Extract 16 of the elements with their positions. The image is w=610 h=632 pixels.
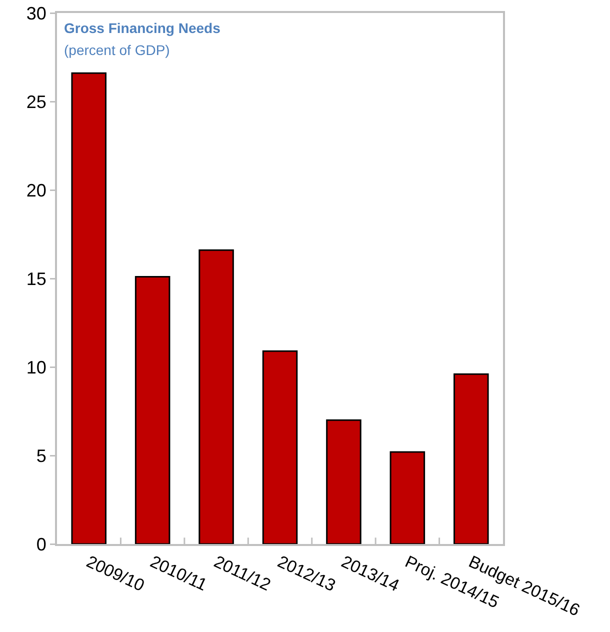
bar xyxy=(326,419,362,544)
bar xyxy=(134,276,170,544)
y-tick-label: 0 xyxy=(36,534,46,554)
y-tick-label: 5 xyxy=(36,446,46,466)
bar xyxy=(71,72,106,544)
text: Gross Financing Needs xyxy=(64,20,221,36)
text: (percent of GDP) xyxy=(64,42,170,58)
y-tick-label: 10 xyxy=(26,357,46,378)
bar xyxy=(198,249,234,544)
y-tick-label: 25 xyxy=(26,92,46,112)
y-tick-label: 20 xyxy=(26,180,46,200)
bar xyxy=(262,350,298,544)
bar xyxy=(390,451,426,544)
y-tick-label: 15 xyxy=(26,268,46,289)
bar xyxy=(454,373,489,544)
y-tick-label: 30 xyxy=(26,3,46,24)
